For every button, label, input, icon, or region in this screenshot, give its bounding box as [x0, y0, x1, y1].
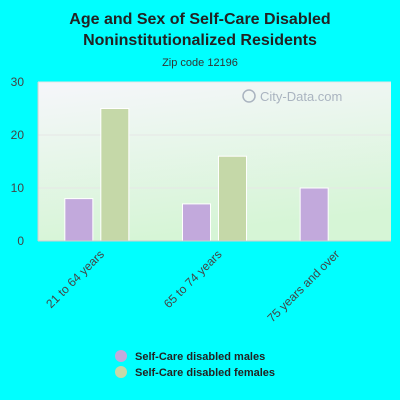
watermark-text: City-Data.com [260, 89, 342, 104]
legend: Self-Care disabled males Self-Care disab… [115, 350, 275, 379]
chart-title-line-2: Noninstitutionalized Residents [83, 32, 317, 49]
legend-swatch-males [115, 350, 127, 362]
bar-females-1 [218, 155, 247, 242]
y-tick-label: 0 [17, 234, 24, 248]
plot-area [38, 82, 391, 241]
watermark-icon [242, 89, 256, 103]
bar-males-1 [182, 203, 211, 242]
x-axis-labels: 21 to 64 years 65 to 74 years 75 years and… [43, 247, 342, 325]
chart-title-line-1: Age and Sex of Self-Care Disabled [69, 11, 330, 28]
grid-lines [38, 81, 391, 189]
x-category-label: 75 years and over [264, 247, 342, 325]
y-tick-label: 10 [11, 181, 25, 195]
legend-label-males: Self-Care disabled males [135, 351, 265, 363]
y-axis-ticks: 0 10 20 30 [11, 75, 25, 248]
bar-males-0 [64, 198, 94, 242]
bar-males-2 [299, 187, 329, 242]
x-category-label: 21 to 64 years [43, 247, 107, 311]
y-tick-label: 30 [11, 75, 25, 89]
y-tick-label: 20 [11, 128, 25, 142]
chart-subtitle: Zip code 12196 [162, 57, 238, 69]
bar-females-0 [100, 108, 130, 242]
x-category-label: 65 to 74 years [161, 247, 225, 311]
bars [64, 108, 329, 242]
legend-label-females: Self-Care disabled females [135, 367, 275, 379]
legend-swatch-females [115, 366, 127, 378]
watermark: City-Data.com [242, 89, 342, 104]
